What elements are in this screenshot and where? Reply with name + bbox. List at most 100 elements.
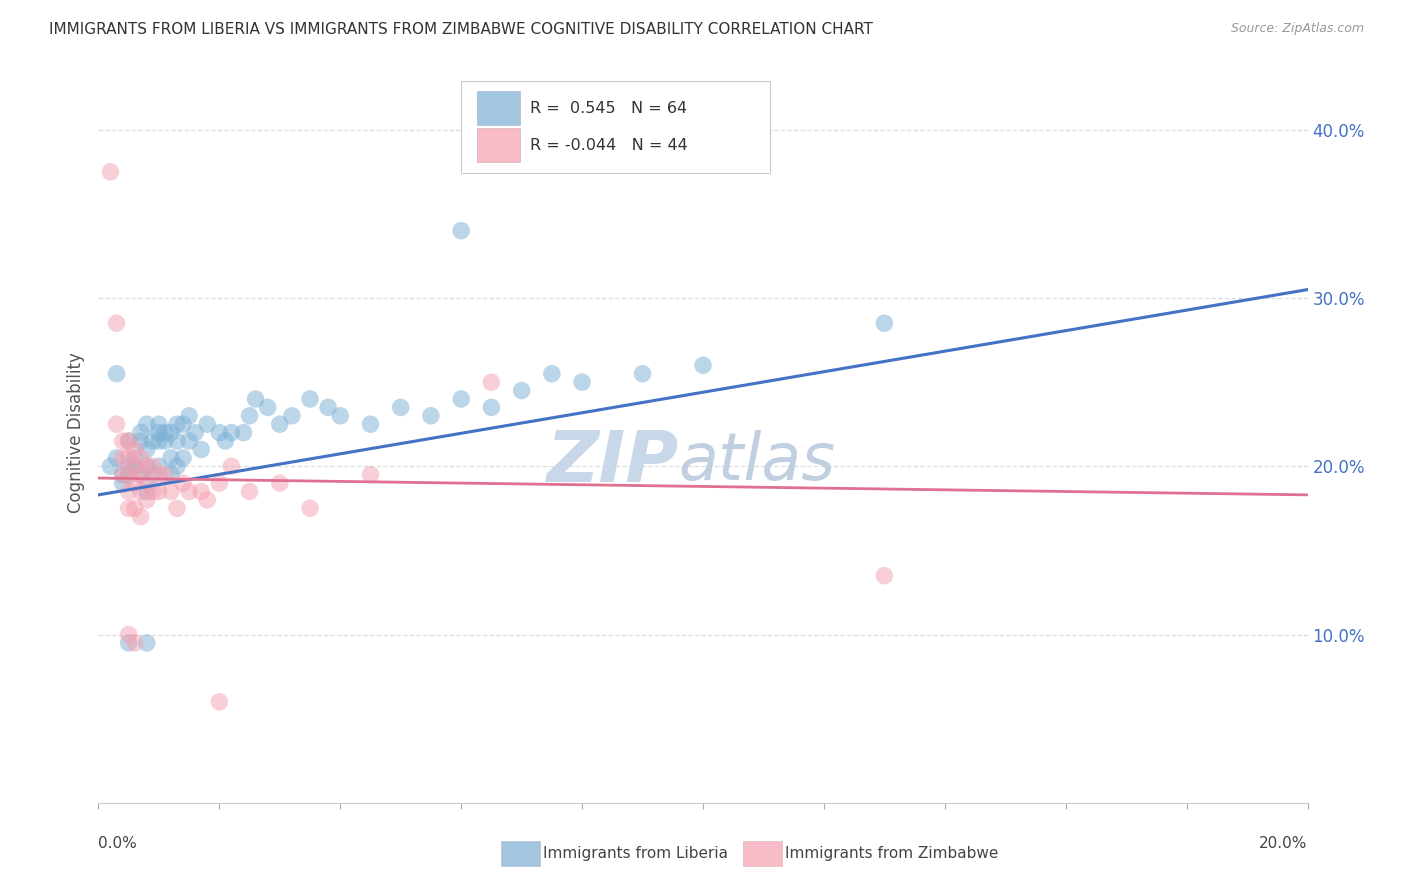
Point xyxy=(245,392,267,406)
Point xyxy=(179,434,201,448)
Text: 20.0%: 20.0% xyxy=(1260,836,1308,851)
FancyBboxPatch shape xyxy=(742,841,782,866)
Point xyxy=(166,459,188,474)
Point xyxy=(208,425,231,440)
Point xyxy=(135,476,157,491)
Point xyxy=(148,459,170,474)
Point xyxy=(360,417,382,432)
Point xyxy=(510,384,533,398)
Point xyxy=(184,425,207,440)
Point xyxy=(111,467,134,482)
Point xyxy=(118,434,141,448)
Point xyxy=(232,425,254,440)
Point xyxy=(111,450,134,465)
FancyBboxPatch shape xyxy=(501,841,540,866)
Point xyxy=(316,401,339,415)
Text: 0.0%: 0.0% xyxy=(98,836,138,851)
Point xyxy=(105,316,128,330)
Point xyxy=(135,636,157,650)
Point xyxy=(135,459,157,474)
Point xyxy=(148,417,170,432)
Point xyxy=(118,484,141,499)
Point xyxy=(129,425,152,440)
Point xyxy=(256,401,278,415)
Point xyxy=(118,636,141,650)
Point xyxy=(166,417,188,432)
Point xyxy=(142,467,165,482)
Text: ZIP: ZIP xyxy=(547,428,679,497)
Point xyxy=(239,409,262,423)
Point xyxy=(329,409,352,423)
Point xyxy=(160,467,183,482)
Point xyxy=(129,484,152,499)
Point xyxy=(190,484,212,499)
Point xyxy=(124,501,146,516)
Point xyxy=(160,425,183,440)
Point xyxy=(172,450,194,465)
Point xyxy=(105,450,128,465)
Point xyxy=(179,409,201,423)
Point xyxy=(100,459,122,474)
Point xyxy=(118,467,141,482)
Point xyxy=(124,636,146,650)
Point xyxy=(124,459,146,474)
Point xyxy=(129,509,152,524)
Text: Immigrants from Zimbabwe: Immigrants from Zimbabwe xyxy=(785,847,998,862)
Point xyxy=(631,367,654,381)
Text: R = -0.044   N = 44: R = -0.044 N = 44 xyxy=(530,138,688,153)
FancyBboxPatch shape xyxy=(477,91,520,126)
Point xyxy=(269,417,291,432)
Point xyxy=(124,476,146,491)
Point xyxy=(166,434,188,448)
Point xyxy=(135,484,157,499)
Point xyxy=(281,409,304,423)
Point xyxy=(118,501,141,516)
Point xyxy=(129,450,152,465)
Point xyxy=(111,434,134,448)
Point xyxy=(221,425,243,440)
Text: R =  0.545   N = 64: R = 0.545 N = 64 xyxy=(530,101,688,116)
Point xyxy=(135,442,157,457)
Point xyxy=(135,492,157,507)
Text: IMMIGRANTS FROM LIBERIA VS IMMIGRANTS FROM ZIMBABWE COGNITIVE DISABILITY CORRELA: IMMIGRANTS FROM LIBERIA VS IMMIGRANTS FR… xyxy=(49,22,873,37)
Point xyxy=(118,627,141,641)
Point xyxy=(118,459,141,474)
Point xyxy=(160,484,183,499)
Point xyxy=(360,467,382,482)
Point xyxy=(124,442,146,457)
Point xyxy=(153,467,176,482)
Point xyxy=(221,459,243,474)
Point xyxy=(148,434,170,448)
Point xyxy=(129,467,152,482)
Point xyxy=(299,501,322,516)
Point xyxy=(129,434,152,448)
FancyBboxPatch shape xyxy=(461,81,769,173)
Point xyxy=(153,434,176,448)
Y-axis label: Cognitive Disability: Cognitive Disability xyxy=(66,352,84,513)
Point xyxy=(389,401,412,415)
Point xyxy=(135,459,157,474)
Point xyxy=(571,375,593,389)
Point xyxy=(420,409,443,423)
Point xyxy=(172,476,194,491)
Text: Immigrants from Liberia: Immigrants from Liberia xyxy=(543,847,728,862)
Point xyxy=(190,442,212,457)
Point xyxy=(105,367,128,381)
Point xyxy=(208,476,231,491)
Point xyxy=(100,165,122,179)
Point xyxy=(118,467,141,482)
Point xyxy=(873,568,896,582)
Text: atlas: atlas xyxy=(679,430,837,494)
Point xyxy=(160,450,183,465)
Point xyxy=(179,484,201,499)
Point xyxy=(124,450,146,465)
Point xyxy=(481,401,503,415)
Point xyxy=(129,467,152,482)
Point xyxy=(142,434,165,448)
Point xyxy=(153,425,176,440)
Point xyxy=(111,467,134,482)
Point xyxy=(540,367,562,381)
Point xyxy=(166,501,188,516)
Point xyxy=(239,484,262,499)
Point xyxy=(118,450,141,465)
